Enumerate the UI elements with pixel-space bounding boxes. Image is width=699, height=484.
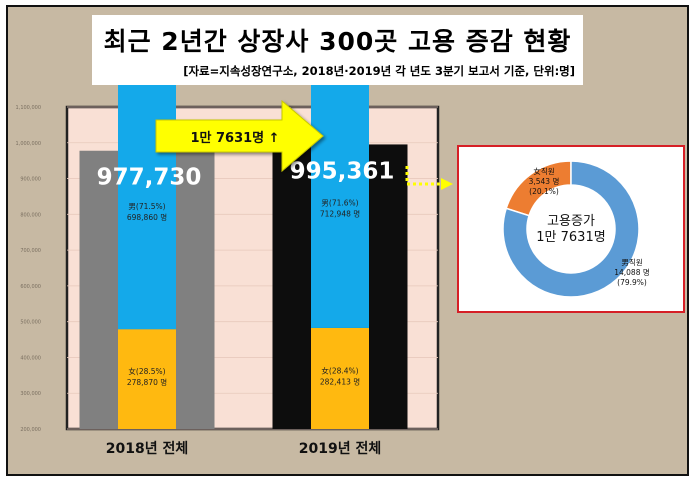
chart-subtitle: [자료=지속성장연구소, 2018년·2019년 각 년도 3분기 보고서 기준… bbox=[183, 64, 575, 78]
donut-chart: 고용증가 1만 7631명 女직원 3,543 명 (20.1%) 男직원 14,088 명… bbox=[502, 160, 650, 298]
donut-label-male: 男직원 14,088 명 (79.9%) bbox=[614, 257, 650, 287]
connector-arrowhead bbox=[441, 178, 453, 190]
donut-slice-male bbox=[502, 160, 640, 298]
connector-line bbox=[405, 166, 442, 186]
x-category-label: 2018년 전체 bbox=[106, 440, 188, 457]
title-box: 최근 2년간 상장사 300곳 고용 증감 현황 [자료=지속성장연구소, 20… bbox=[92, 15, 583, 85]
y-tick-label: 400,000 bbox=[20, 355, 41, 361]
female-segment-label: 女(28.4%) 282,413 명 bbox=[320, 365, 360, 386]
y-tick-label: 700,000 bbox=[20, 248, 41, 254]
y-tick-label: 900,000 bbox=[20, 177, 41, 183]
total-value-label: 995,361 bbox=[290, 158, 395, 184]
bar-female-1 bbox=[118, 329, 176, 429]
donut-label-female: 女직원 3,543 명 (20.1%) bbox=[529, 166, 560, 196]
x-category-label: 2019년 전체 bbox=[299, 440, 381, 457]
y-tick-label: 800,000 bbox=[20, 212, 41, 218]
y-tick-label: 300,000 bbox=[20, 391, 41, 397]
y-tick-label: 1,000,000 bbox=[16, 141, 41, 147]
male-segment-label: 男(71.6%) 712,948 명 bbox=[320, 199, 360, 219]
total-value-label: 977,730 bbox=[97, 165, 202, 191]
y-tick-label: 500,000 bbox=[20, 320, 41, 326]
increase-arrow-label: 1만 7631명 ↑ bbox=[190, 130, 279, 146]
donut-center-label: 고용증가 1만 7631명 bbox=[536, 214, 605, 245]
chart-title: 최근 2년간 상장사 300곳 고용 증감 현황 bbox=[103, 27, 572, 56]
bar-male-2 bbox=[311, 72, 369, 328]
female-segment-label: 女(28.5%) 278,870 명 bbox=[127, 366, 167, 387]
donut-panel: 고용증가 1만 7631명 女직원 3,543 명 (20.1%) 男직원 14,088 명… bbox=[457, 145, 685, 313]
y-tick-label: 600,000 bbox=[20, 284, 41, 290]
y-tick-label: 1,100,000 bbox=[16, 105, 41, 111]
male-segment-label: 男(71.5%) 698,860 명 bbox=[127, 202, 167, 222]
y-tick-label: 200,000 bbox=[20, 427, 41, 433]
increase-arrow bbox=[155, 99, 324, 173]
bar-female-2 bbox=[311, 327, 369, 429]
